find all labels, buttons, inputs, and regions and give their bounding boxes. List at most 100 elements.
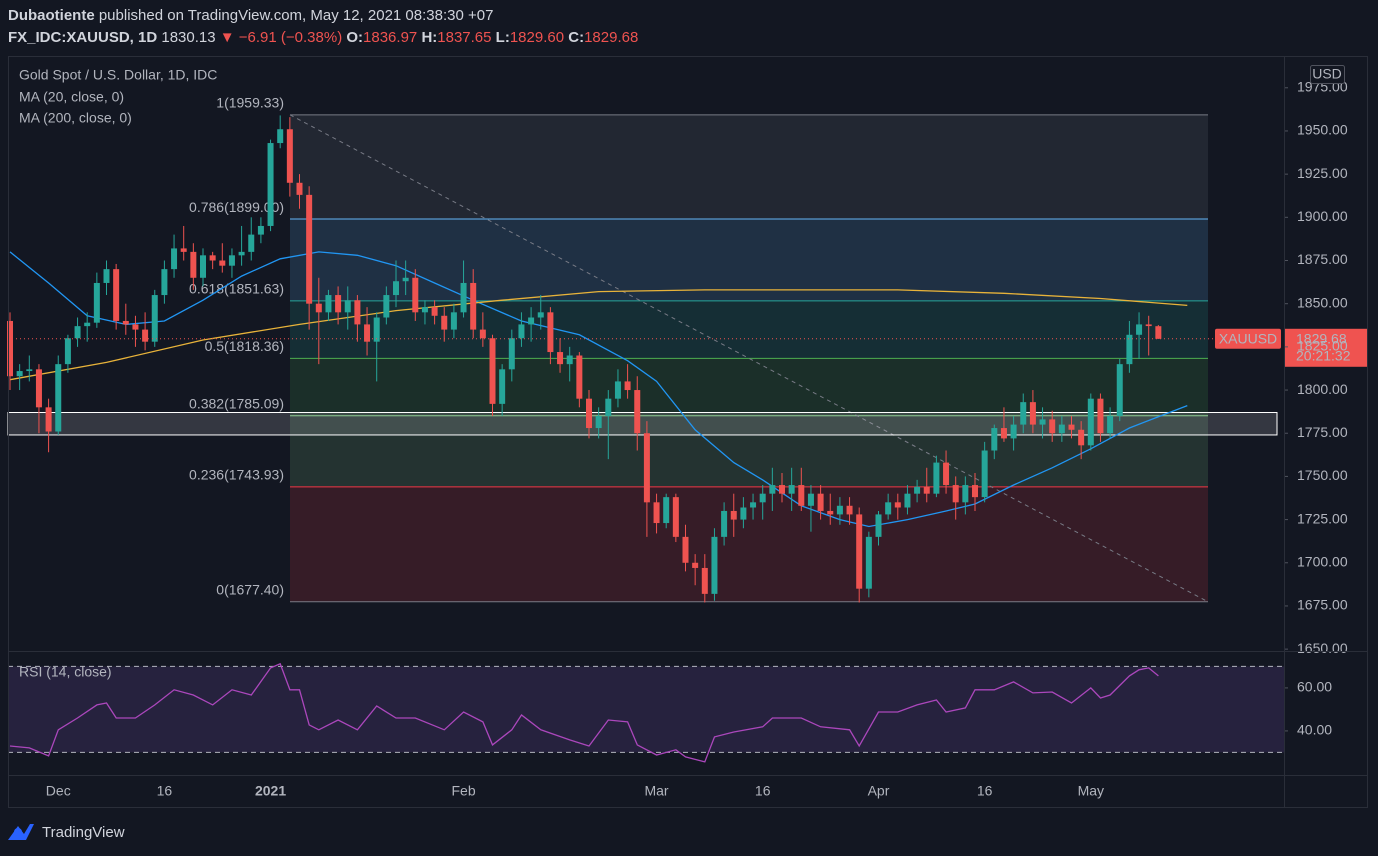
- candle-body: [528, 317, 535, 325]
- candle-body: [798, 485, 805, 506]
- candle-body: [383, 295, 390, 318]
- y-tick-label: 1750.00: [1297, 467, 1348, 483]
- x-tick-label: 2021: [255, 783, 286, 799]
- y-tick-label: 1850.00: [1297, 294, 1348, 310]
- change: ▼ −6.91 (−0.38%): [220, 29, 342, 46]
- candle-body: [672, 497, 679, 537]
- candle-body: [55, 364, 62, 432]
- candle-body: [634, 390, 641, 434]
- fib-label: 0.618(1851.63): [189, 281, 284, 297]
- y-tick-label: 1700.00: [1297, 553, 1348, 569]
- candle-body: [730, 510, 737, 520]
- candle-body: [537, 312, 544, 318]
- x-tick-label: 16: [755, 783, 771, 799]
- candle-body: [943, 462, 950, 486]
- candle-body: [1155, 326, 1162, 339]
- symbol-tag: [1215, 328, 1281, 349]
- y-tick-label: 1925.00: [1297, 165, 1348, 181]
- candle-body: [759, 493, 766, 503]
- candle-body: [238, 251, 245, 256]
- candle-body: [1068, 424, 1075, 430]
- candle-body: [489, 338, 496, 404]
- candle-body: [547, 312, 554, 353]
- candle-body: [450, 312, 457, 330]
- candle-body: [701, 567, 708, 594]
- y-tick-label: 1825.00: [1297, 338, 1348, 354]
- candle-body: [460, 282, 467, 313]
- candle-body: [1097, 398, 1104, 434]
- candle-body: [1107, 415, 1114, 434]
- brand: TradingView: [42, 824, 125, 841]
- candle-body: [219, 260, 226, 266]
- candle-body: [1145, 324, 1152, 327]
- candle-body: [972, 485, 978, 498]
- candle-body: [1058, 424, 1065, 434]
- candle-body: [692, 562, 699, 568]
- candle-body: [933, 462, 940, 494]
- candle-body: [962, 485, 969, 503]
- x-tick-label: 16: [977, 783, 993, 799]
- candle-body: [344, 300, 351, 313]
- candle-body: [209, 255, 216, 261]
- price-tag: [1285, 328, 1368, 367]
- frame: [8, 56, 1368, 808]
- candle-body: [1049, 419, 1056, 434]
- candle-body: [402, 277, 409, 282]
- candle-body: [981, 450, 988, 498]
- candle-body: [364, 324, 371, 342]
- candle-body: [142, 329, 149, 342]
- candle-body: [624, 381, 631, 391]
- candle-body: [470, 282, 477, 330]
- symbol-tag-text: XAUUSD: [1219, 330, 1277, 346]
- currency: USD: [1312, 66, 1342, 82]
- fib-label: 0.236(1743.93): [189, 467, 284, 483]
- candle-body: [827, 510, 834, 515]
- candle-body: [1000, 428, 1007, 439]
- candle-body: [1010, 424, 1017, 439]
- candle-body: [16, 371, 23, 377]
- candle-body: [431, 307, 438, 316]
- candle-body: [113, 269, 120, 321]
- candle-body: [557, 352, 564, 365]
- candle-body: [750, 502, 757, 508]
- candle-body: [122, 320, 129, 325]
- candle-body: [769, 485, 776, 494]
- candle-body: [952, 485, 959, 503]
- candle-body: [257, 225, 264, 235]
- h-value: 1837.65: [437, 29, 491, 46]
- rsi-tick-label: 40.00: [1297, 722, 1332, 738]
- candle-body: [228, 255, 235, 266]
- candle-body: [721, 510, 728, 537]
- candle-body: [248, 234, 255, 252]
- candle-body: [479, 329, 486, 339]
- legend-ma20: MA (20, close, 0): [19, 89, 124, 105]
- fib-zone: [290, 114, 1208, 220]
- candle-body: [7, 320, 13, 377]
- plot: 1(1959.33) 0.786(1899.00) 0.618(1851.63) 0.…: [7, 78, 1368, 799]
- candle-body: [151, 295, 158, 342]
- candle-body: [894, 502, 901, 508]
- candle-body: [914, 486, 921, 494]
- candle-body: [103, 269, 110, 283]
- x-tick-label: Feb: [451, 783, 475, 799]
- candle-body: [643, 433, 650, 503]
- price-tag-countdown: 20:21:32: [1296, 347, 1351, 363]
- candle-body: [885, 502, 892, 515]
- symbol: FX_IDC:XAUUSD, 1D: [8, 29, 157, 46]
- candle-body: [576, 355, 583, 399]
- candle-body: [865, 536, 872, 589]
- fib-zone: [290, 300, 1208, 359]
- currency-box[interactable]: [1310, 65, 1345, 84]
- candle-body: [605, 398, 612, 416]
- h-label: H:: [421, 29, 437, 46]
- price: 1830.13: [161, 29, 215, 46]
- candle-body: [354, 300, 361, 325]
- candle-body: [711, 536, 718, 594]
- candle-body: [856, 514, 863, 589]
- candle-body: [904, 493, 911, 508]
- candle-body: [518, 324, 525, 339]
- candle-body: [306, 194, 313, 304]
- candle-body: [200, 255, 206, 278]
